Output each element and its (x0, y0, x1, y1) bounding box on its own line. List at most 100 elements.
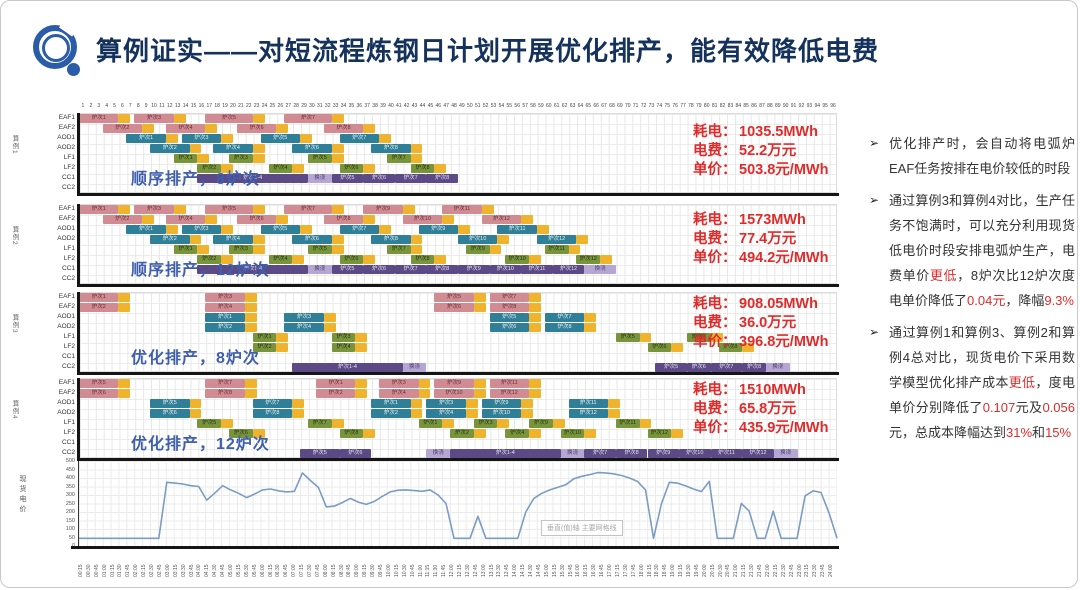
gantt-axis-tick: 67 (601, 103, 607, 109)
gantt-bar: 炉次1-4 (197, 173, 308, 183)
gantt-bar: 炉次1-4 (450, 448, 561, 458)
gantt-axis-tick: 52 (482, 103, 489, 109)
gantt-bar (276, 214, 289, 224)
highlight-text: 31% (1006, 425, 1033, 440)
gantt-axis-tick: 88 (767, 103, 773, 109)
machine-row-label: CC2 (61, 449, 75, 456)
gantt-axis-tick: 2 (89, 103, 93, 109)
price-x-tick: 20:45 (725, 564, 732, 577)
stat-value: 908.05MWh (739, 296, 818, 312)
gantt-bar: 炉次10 (679, 448, 711, 458)
gantt-bar: 炉次9 (481, 398, 522, 408)
gantt-axis-tick: 46 (435, 103, 442, 109)
price-x-tick: 07:00 (291, 564, 298, 577)
gantt-bar: 炉次2 (205, 322, 245, 332)
price-x-tick: 17:15 (614, 564, 621, 577)
price-x-tick: 24:00 (828, 564, 835, 577)
gantt-bar: 炉次5 (331, 264, 364, 274)
price-x-tick: 19:00 (670, 564, 677, 577)
gantt-bar: 炉次6 (339, 254, 364, 264)
stat-line: 电费： 36.0万元 (693, 314, 828, 333)
gantt-axis-tick: 40 (388, 103, 394, 109)
gantt-bar: 炉次8 (371, 143, 411, 153)
gantt-bar (189, 408, 202, 418)
gantt-axis-tick: 31 (317, 103, 323, 109)
gantt-bar (118, 388, 131, 398)
gantt-bar (434, 254, 447, 264)
stat-label: 单价： (693, 162, 737, 178)
gantt-bar (252, 234, 265, 244)
price-x-tick: 02:15 (141, 564, 148, 577)
price-y-tick: 50 (68, 534, 75, 541)
gantt-bar: 炉次8 (323, 214, 364, 224)
gantt-bar (552, 418, 565, 428)
bullet-text: 优化排产时，会自动将电弧炉EAF任务按排在电价较低的时段 (889, 136, 1075, 176)
gantt-bar: 炉次7 (284, 113, 332, 123)
gantt-bar: 炉次12 (742, 448, 774, 458)
case-label: 算例1 (11, 135, 18, 155)
gantt-axis-tick: 82 (719, 103, 726, 109)
gantt-bar (410, 234, 423, 244)
gantt-bar: 炉次5 (615, 332, 640, 342)
gantt-bar: 炉次6 (236, 214, 277, 224)
gantt-axis-tick: 61 (553, 103, 560, 109)
schedule-name-label: 优化排产，8炉次 (131, 350, 260, 367)
gantt-bar: 炉次3 (331, 332, 356, 342)
gantt-axis-tick: 53 (490, 103, 497, 109)
gantt-bar: 炉次1-4 (292, 362, 403, 372)
price-x-tick: 23:00 (796, 564, 803, 577)
gantt-bar: 炉次6 (236, 123, 277, 133)
price-x-tick: 22:00 (764, 564, 771, 577)
gantt-bar: 炉次8 (742, 362, 766, 372)
gantt-axis-tick: 4 (105, 103, 109, 109)
price-line-series (79, 471, 838, 540)
stat-label: 电费： (693, 401, 737, 417)
stat-value: 1510MWh (739, 382, 806, 398)
price-x-tick: 23:15 (804, 564, 811, 577)
gantt-bar: 炉次4 (205, 302, 245, 312)
price-x-tick: 15:45 (567, 564, 574, 577)
price-x-tick: 10:15 (393, 564, 400, 577)
gantt-axis-tick: 16 (198, 103, 205, 109)
gantt-bar (529, 322, 541, 332)
price-y-axis-title: 现货电价 (19, 475, 26, 515)
gantt-bar: 炉次3 (284, 312, 324, 322)
gantt-bar: 炉次10 (434, 388, 474, 398)
bullet-text: 元，总成本降幅达到 (889, 425, 1007, 440)
gantt-bar (292, 163, 305, 173)
gantt-bar (331, 143, 344, 153)
price-x-tick: 23:45 (820, 564, 827, 577)
gantt-bar (142, 123, 154, 133)
price-x-tick: 04:15 (204, 564, 211, 577)
price-x-tick: 21:00 (733, 564, 740, 577)
gantt-bar (529, 302, 541, 312)
gantt-bar (118, 113, 131, 123)
gantt-bar (379, 224, 391, 234)
gantt-bar: 炉次5 (205, 113, 253, 123)
stat-label: 电费： (693, 143, 737, 159)
price-x-tick: 16:00 (575, 564, 582, 577)
price-y-tick: 450 (65, 466, 75, 473)
price-x-tick: 16:45 (599, 564, 606, 577)
gantt-axis-tick: 34 (340, 103, 347, 109)
highlight-text: 9.3% (1044, 293, 1074, 308)
price-x-tick: 06:00 (259, 564, 266, 577)
gantt-bar (252, 143, 265, 153)
gantt-bar: 炉次8 (489, 302, 530, 312)
machine-row-label: EAF2 (58, 303, 75, 310)
gantt-bar: 炉次3 (229, 244, 253, 254)
gantt-axis-tick: 25 (269, 103, 276, 109)
price-x-tick: 16:15 (583, 564, 590, 577)
gantt-bar: 炉次6 (292, 143, 332, 153)
bullet-text: ，8炉次比12炉次度电单价降低了 (889, 268, 1075, 308)
bullet-item: ➢ 通过算例3和算例4对比，生产任务不饱满时，可以充分利用现货低电价时段安排电弧炉… (869, 188, 1075, 313)
price-x-tick: 12:45 (472, 564, 479, 577)
price-x-tick: 05:45 (251, 564, 258, 577)
price-x-tick: 01:30 (117, 564, 124, 577)
machine-row-label: AOD1 (57, 313, 75, 320)
gantt-axis-tick: 13 (174, 103, 181, 109)
gantt-bar: 炉次5 (307, 153, 332, 163)
price-y-tick: 100 (65, 526, 75, 532)
gantt-bar (473, 428, 486, 438)
gantt-bar: 炉次8 (426, 264, 458, 274)
